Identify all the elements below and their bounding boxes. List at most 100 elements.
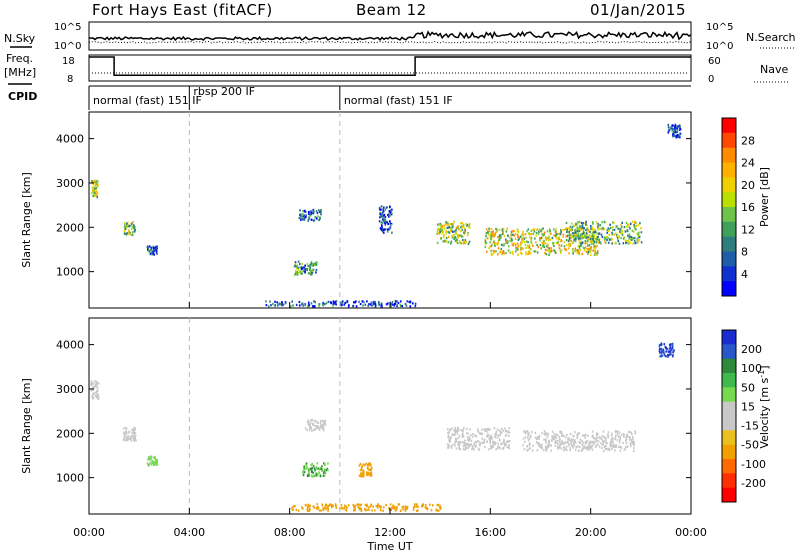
power-cell: [600, 227, 603, 230]
power-cell: [450, 240, 453, 243]
power-cell: [311, 264, 314, 267]
power-cell: [384, 218, 387, 222]
velocity-cell: [539, 445, 541, 449]
power-cell: [631, 238, 633, 241]
velocity-cell: [491, 440, 494, 444]
velocity-cell: [547, 444, 549, 447]
power-cell: [525, 240, 528, 243]
power-cell: [379, 213, 382, 216]
velocity-cell: [455, 430, 457, 433]
power-cell: [359, 303, 362, 306]
power-cell: [125, 226, 128, 229]
velocity-cell: [308, 467, 310, 470]
power-cell: [628, 237, 630, 240]
power-cell: [151, 253, 153, 256]
power-cell: [490, 227, 493, 230]
power-cell: [457, 225, 459, 228]
power-cell: [572, 248, 574, 251]
velocity-cell: [477, 440, 479, 443]
power-cell: [637, 234, 640, 237]
velocity-cell: [307, 470, 310, 473]
power-cell: [621, 233, 624, 236]
velocity-cell: [432, 504, 434, 507]
velocity-cell: [452, 434, 454, 437]
velocity-cell: [558, 435, 561, 439]
velocity-cell: [660, 350, 663, 353]
velocity-cell: [555, 433, 558, 436]
velocity-cell: [554, 444, 557, 447]
power-cell: [311, 272, 313, 275]
power-cell: [596, 232, 599, 235]
velocity-cell: [327, 509, 329, 512]
velocity-cell: [366, 463, 369, 466]
power-cell: [302, 213, 305, 216]
velocity-cell: [483, 441, 486, 444]
power-cell: [601, 221, 603, 224]
power-cell: [371, 304, 373, 307]
velocity-cell: [546, 435, 549, 438]
velocity-cell: [534, 436, 537, 439]
power-cell: [295, 303, 298, 306]
power-cell: [456, 238, 458, 241]
power-cell: [555, 230, 557, 233]
velocity-cell: [413, 505, 416, 508]
power-cell: [311, 269, 313, 273]
power-cell: [379, 208, 381, 211]
power-colorbar-label: 24: [741, 157, 755, 170]
power-cell: [332, 300, 335, 303]
power-cell: [546, 230, 549, 233]
power-colorbar-swatch: [722, 132, 736, 148]
velocity-cell: [149, 461, 151, 464]
velocity-cell: [545, 449, 548, 452]
velocity-cell: [341, 507, 344, 510]
velocity-cell: [586, 445, 589, 449]
power-cell: [583, 236, 586, 239]
noise-search-trace: [88, 40, 692, 44]
velocity-cell: [453, 428, 456, 431]
velocity-cell: [585, 446, 587, 449]
velocity-cell: [573, 444, 576, 447]
velocity-cell: [565, 445, 568, 448]
power-cell: [569, 228, 571, 231]
power-cell: [517, 244, 520, 247]
power-cell: [530, 242, 533, 245]
velocity-region: [291, 503, 442, 512]
power-cell: [672, 128, 675, 131]
power-cell: [492, 249, 495, 252]
power-cell: [491, 243, 493, 246]
power-cell: [92, 187, 95, 190]
power-cell: [491, 253, 494, 256]
power-cell: [319, 210, 321, 213]
power-cell: [318, 209, 320, 212]
velocity-cell: [560, 430, 563, 433]
velocity-colorbar-label: -100: [741, 458, 766, 471]
power-cell: [502, 229, 505, 232]
velocity-cell: [595, 439, 598, 442]
velocity-cell: [312, 422, 314, 425]
velocity-ytick-label: 4000: [56, 339, 84, 352]
power-cell: [367, 304, 369, 307]
velocity-cell: [471, 446, 474, 449]
power-colorbar-frame: [721, 117, 737, 297]
velocity-cell: [496, 428, 499, 431]
power-cell: [589, 248, 591, 251]
power-cell: [385, 303, 388, 306]
velocity-cell: [149, 456, 151, 460]
xtick-label: 04:00: [173, 526, 205, 539]
power-cell: [382, 208, 384, 211]
power-cell: [520, 247, 523, 250]
power-cell: [606, 235, 608, 238]
power-cell: [614, 242, 617, 245]
velocity-cell: [92, 397, 94, 400]
velocity-cell: [322, 508, 324, 512]
power-cell: [591, 236, 593, 239]
xtick-label: 12:00: [374, 526, 406, 539]
velocity-cell: [320, 509, 322, 512]
velocity-cell: [454, 441, 456, 444]
velocity-cell: [634, 432, 637, 435]
velocity-cell: [565, 448, 568, 451]
power-cell: [615, 225, 618, 228]
power-cell: [604, 237, 607, 240]
power-cell: [394, 303, 396, 306]
velocity-cell: [316, 473, 318, 476]
